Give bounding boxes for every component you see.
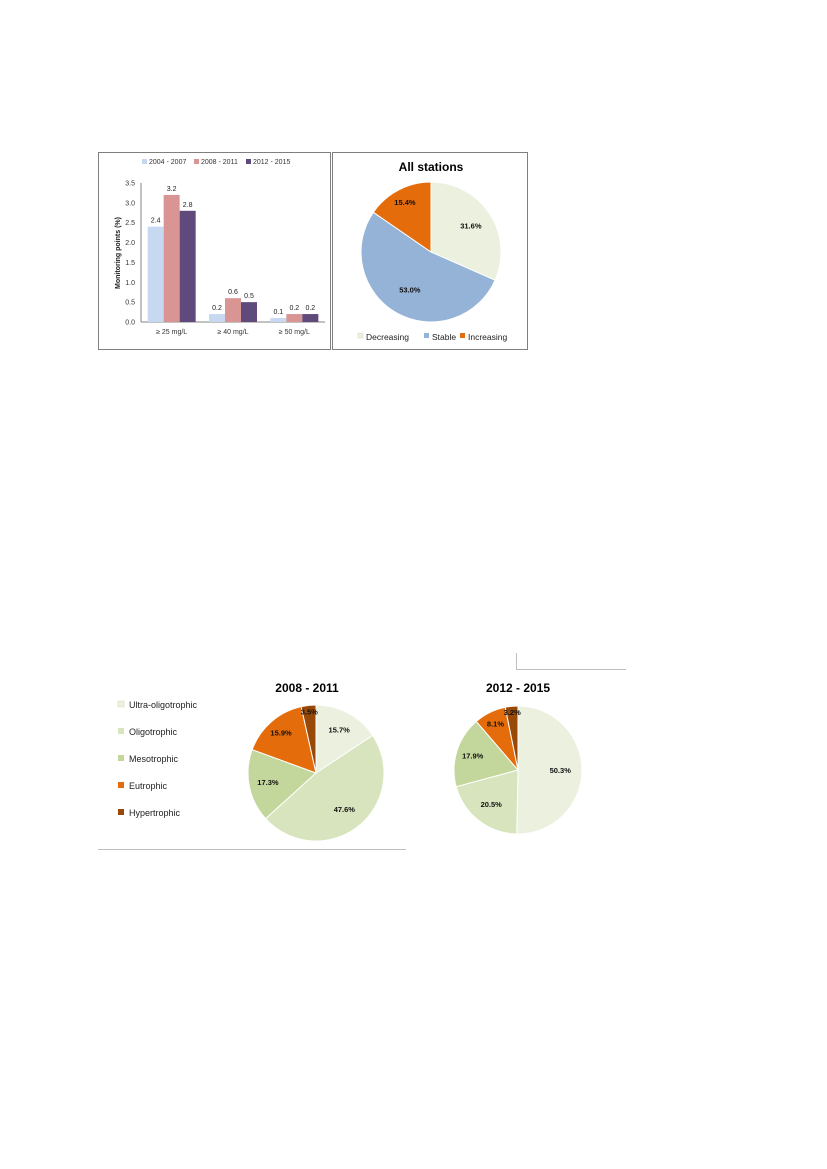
legend-swatch-2004-2007	[142, 159, 147, 164]
legend-swatch-decreasing	[357, 332, 364, 339]
pie-label-oligotrophic: 47.6%	[334, 805, 356, 814]
divider-horizontal	[516, 669, 626, 670]
legend-swatch-ultra-oligotrophic	[117, 700, 125, 708]
bar-2004-2007-50-mg-l	[270, 318, 287, 322]
bar-2008-2011-50-mg-l	[286, 314, 303, 322]
pie-2012-2015-slices: 50.3% 20.5% 17.9% 8.1%3.2%	[453, 705, 583, 835]
legend-label-oligotrophic: Oligotrophic	[129, 727, 178, 737]
bar-data-label: 2.4	[151, 218, 161, 225]
all-stations-legend: Decreasing Stable Increasing	[357, 332, 507, 342]
pie-slice-mesotrophic	[453, 720, 519, 788]
all-stations-slices: 31.6% 53.0% 15.4%	[360, 181, 502, 323]
bar-data-label: 2.8	[183, 202, 193, 209]
y-tick-label: 1.5	[125, 260, 135, 267]
all-stations-title: All stations	[399, 160, 464, 174]
pie-label-eutrophic: 15.9%	[270, 729, 292, 738]
pie-label-ultra-oligotrophic: 50.3%	[550, 766, 572, 775]
pie-label-mesotrophic: 17.3%	[257, 778, 279, 787]
pie-slice-eutrophic	[251, 706, 317, 774]
bar-2012-2015-25-mg-l	[179, 210, 196, 322]
bar-chart-ylabel: Monitoring points (%)	[115, 217, 122, 289]
pie-label-oligotrophic: 20.5%	[481, 800, 503, 809]
legend-label-decreasing: Decreasing	[366, 332, 409, 342]
pie-label-decreasing: 31.6%	[460, 221, 482, 230]
pie-label-hypertrophic: 3.5%	[301, 708, 318, 717]
y-tick-label: 0.5	[125, 300, 135, 307]
bar-data-label: 3.2	[167, 186, 177, 193]
legend-label-2008-2011: 2008 - 2011	[201, 159, 238, 166]
pie-slice-oligotrophic	[455, 769, 519, 835]
pie-slice-increasing	[372, 181, 432, 253]
bar-data-label: 0.2	[305, 305, 315, 312]
bar-data-label: 0.2	[212, 305, 222, 312]
x-tick-label: ≥ 50 mg/L	[279, 329, 310, 336]
bar-2004-2007-25-mg-l	[147, 226, 164, 322]
bar-data-label: 0.6	[228, 289, 238, 296]
pie-2008-2011-title: 2008 - 2011	[275, 681, 339, 695]
legend-label-increasing: Increasing	[468, 332, 507, 342]
legend-swatch-mesotrophic	[118, 755, 124, 761]
pie-label-eutrophic: 8.1%	[487, 720, 504, 729]
legend-swatch-2012-2015	[246, 159, 251, 164]
bar-2008-2011-25-mg-l	[163, 194, 180, 322]
legend-label-ultra-oligotrophic: Ultra-oligotrophic	[129, 700, 198, 710]
bar-2012-2015-50-mg-l	[302, 314, 319, 322]
bar-2004-2007-40-mg-l	[209, 314, 225, 322]
pie-slice-oligotrophic	[264, 734, 385, 842]
legend-label-2012-2015: 2012 - 2015	[253, 159, 290, 166]
y-tick-label: 3.5	[125, 181, 135, 188]
pie-slice-stable	[360, 211, 496, 323]
pie-2012-2015-title: 2012 - 2015	[486, 681, 550, 695]
legend-swatch-eutrophic	[118, 782, 124, 788]
monitoring-points-bar-chart: Monitoring points (%) 2004 - 2007 2008 - …	[98, 152, 331, 350]
legend-swatch-hypertrophic	[118, 809, 124, 815]
y-tick-label: 0.0	[125, 320, 135, 327]
bar-2008-2011-40-mg-l	[225, 298, 241, 322]
bar-chart-marks: 2.4 3.2 2.8 0.2 0.6 0.5 0.1 0.2 0.2	[147, 186, 319, 322]
y-tick-label: 1.0	[125, 280, 135, 287]
pie-slice-ultra-oligotrophic	[516, 705, 583, 835]
pie-2008-2011-slices: 15.7% 47.6% 17.3% 15.9% 3.5%	[247, 704, 385, 842]
legend-label-2004-2007: 2004 - 2007	[149, 159, 186, 166]
bar-2012-2015-40-mg-l	[241, 302, 257, 322]
legend-label-stable: Stable	[432, 332, 456, 342]
pie-label-ultra-oligotrophic: 15.7%	[329, 725, 351, 734]
legend-label-hypertrophic: Hypertrophic	[129, 808, 181, 818]
legend-swatch-2008-2011	[194, 159, 199, 164]
x-tick-label: ≥ 25 mg/L	[156, 329, 187, 336]
pie-label-hypertrophic: 3.2%	[504, 708, 521, 717]
y-tick-label: 2.5	[125, 220, 135, 227]
trophic-state-legend: Ultra-oligotrophic Oligotrophic Mesotrophi…	[117, 700, 198, 818]
legend-label-eutrophic: Eutrophic	[129, 781, 168, 791]
bar-data-label: 0.2	[289, 305, 299, 312]
divider-vertical	[516, 653, 517, 669]
trophic-pie-2008-2011: 2008 - 2011 15.7% 47.6% 17.3% 15.9% 3.5%	[247, 681, 385, 842]
legend-swatch-stable	[424, 333, 429, 338]
trophic-pie-2012-2015: 2012 - 2015 50.3% 20.5% 17.9% 8.1%3.2%	[453, 681, 583, 835]
pie-label-stable: 53.0%	[399, 285, 421, 294]
pie-slice-hypertrophic	[300, 704, 317, 774]
y-tick-label: 3.0	[125, 200, 135, 207]
all-stations-pie-chart: All stations 31.6% 53.0% 15.4% Decreasing S…	[332, 152, 528, 350]
legend-label-mesotrophic: Mesotrophic	[129, 754, 179, 764]
bar-data-label: 0.1	[273, 309, 283, 316]
legend-swatch-increasing	[460, 333, 465, 338]
bar-chart-legend: 2004 - 2007 2008 - 2011 2012 - 2015	[142, 159, 290, 166]
y-tick-label: 2.0	[125, 240, 135, 247]
pie-slice-decreasing	[430, 181, 502, 281]
pie-label-increasing: 15.4%	[394, 198, 416, 207]
pie-label-mesotrophic: 17.9%	[462, 752, 484, 761]
bar-data-label: 0.5	[244, 293, 254, 300]
legend-swatch-oligotrophic	[118, 728, 124, 734]
pie-slice-ultra-oligotrophic	[315, 704, 374, 774]
divider-bottom	[98, 849, 406, 850]
pie-slice-hypertrophic	[504, 705, 519, 771]
x-tick-label: ≥ 40 mg/L	[217, 329, 248, 336]
